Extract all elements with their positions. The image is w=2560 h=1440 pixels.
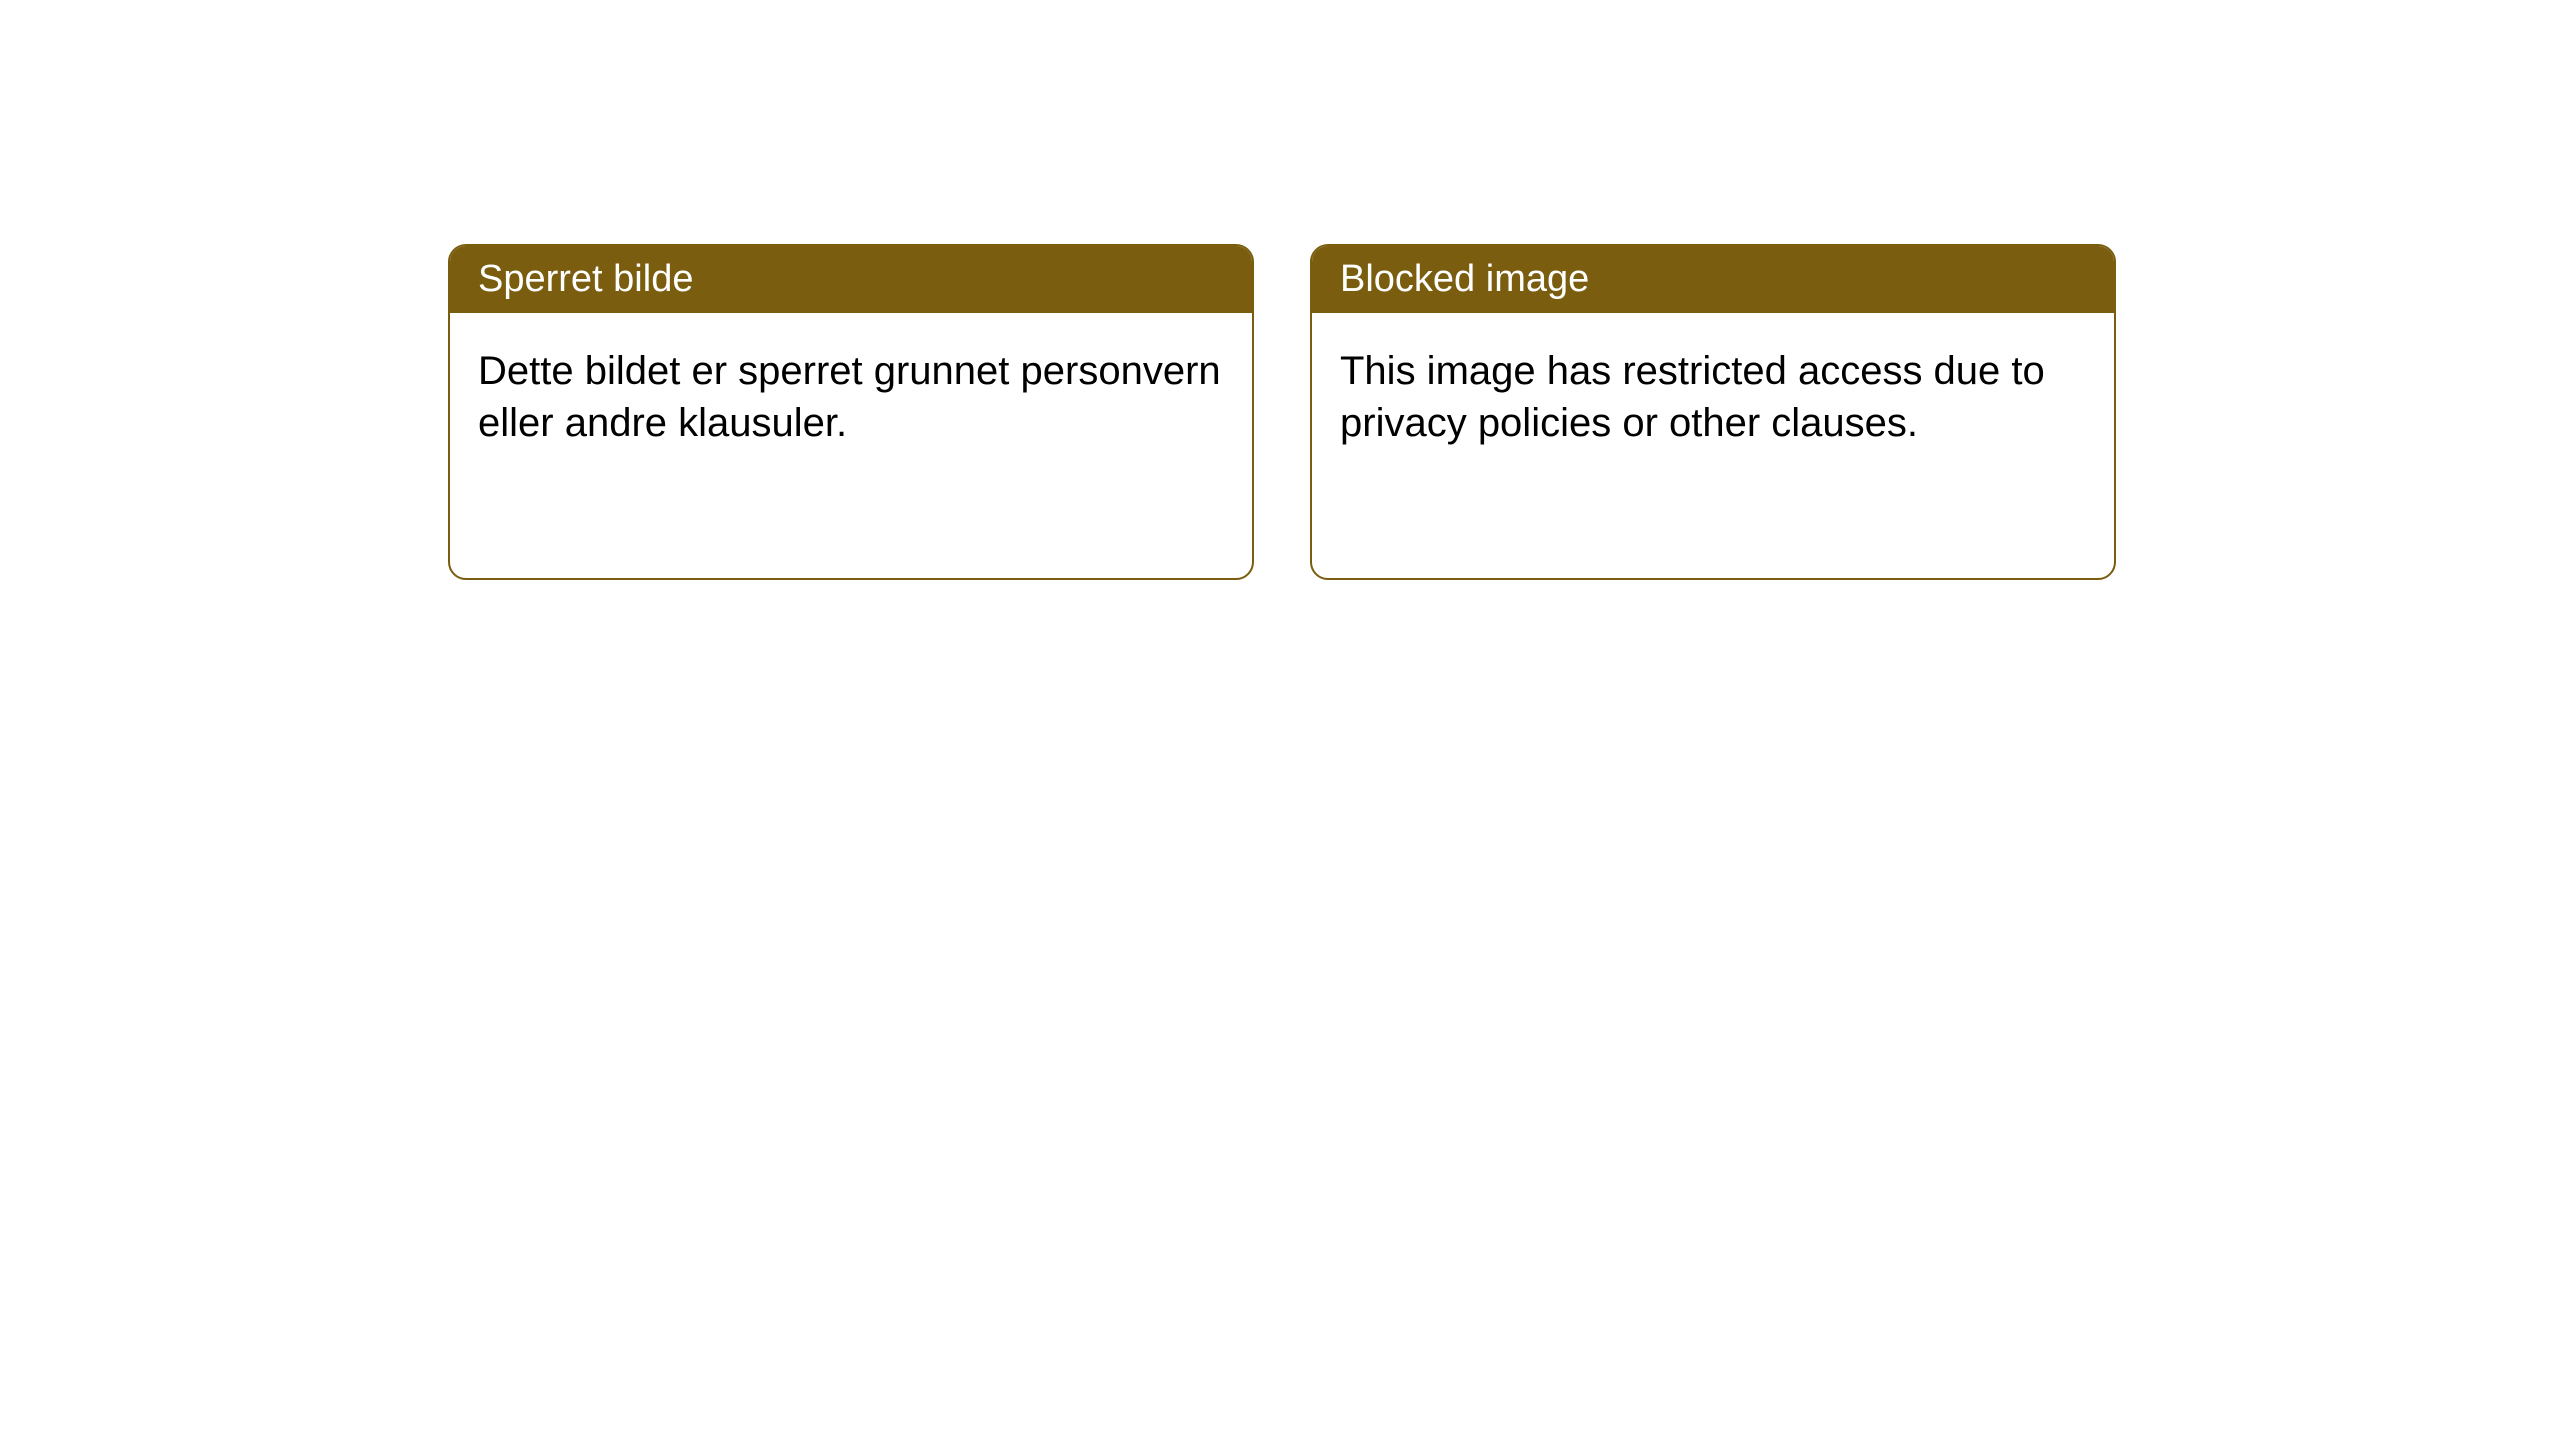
card-header: Sperret bilde xyxy=(450,246,1252,313)
card-header: Blocked image xyxy=(1312,246,2114,313)
blocked-image-card-norwegian: Sperret bilde Dette bildet er sperret gr… xyxy=(448,244,1254,580)
card-body: This image has restricted access due to … xyxy=(1312,313,2114,481)
card-body-text: Dette bildet er sperret grunnet personve… xyxy=(478,349,1221,445)
card-body: Dette bildet er sperret grunnet personve… xyxy=(450,313,1252,481)
card-body-text: This image has restricted access due to … xyxy=(1340,349,2045,445)
card-title: Blocked image xyxy=(1340,258,1589,300)
notice-container: Sperret bilde Dette bildet er sperret gr… xyxy=(0,0,2560,580)
card-title: Sperret bilde xyxy=(478,258,693,300)
blocked-image-card-english: Blocked image This image has restricted … xyxy=(1310,244,2116,580)
